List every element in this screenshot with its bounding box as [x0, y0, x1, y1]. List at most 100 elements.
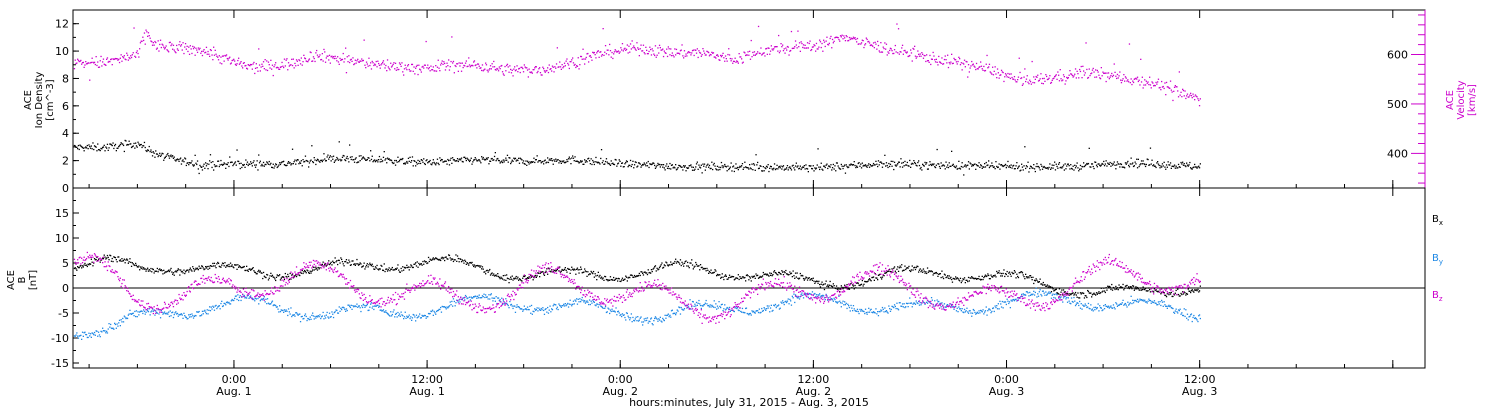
data-point	[147, 310, 149, 312]
data-point	[1077, 73, 1079, 75]
data-point	[1127, 160, 1129, 163]
data-point	[918, 55, 921, 57]
data-point	[456, 299, 458, 301]
data-point	[1198, 167, 1201, 169]
data-point	[445, 256, 447, 258]
data-point	[314, 266, 316, 269]
data-point	[830, 35, 832, 38]
data-point	[713, 162, 715, 165]
data-point	[752, 169, 754, 171]
data-point	[300, 316, 302, 318]
data-point	[1030, 166, 1032, 168]
data-point	[484, 271, 486, 273]
data-point	[254, 166, 257, 168]
data-point	[340, 307, 342, 309]
data-point	[813, 170, 815, 172]
data-point	[164, 271, 166, 273]
data-point	[477, 295, 479, 297]
data-point	[801, 292, 803, 294]
data-point	[416, 317, 418, 319]
data-point	[909, 297, 911, 299]
data-point	[1144, 301, 1147, 303]
data-point	[1085, 164, 1087, 166]
data-point	[179, 314, 181, 316]
data-point	[563, 65, 565, 68]
data-point	[307, 61, 309, 63]
data-point	[114, 322, 116, 324]
data-point	[477, 297, 480, 299]
data-point	[591, 302, 593, 304]
data-point	[1016, 162, 1018, 164]
data-point	[569, 299, 571, 301]
data-point	[1120, 163, 1123, 166]
data-point	[901, 305, 903, 307]
data-point	[759, 165, 761, 167]
data-point	[897, 52, 899, 54]
data-point	[1179, 166, 1181, 168]
data-point	[242, 164, 245, 167]
data-point	[196, 49, 198, 51]
data-point	[790, 167, 792, 169]
data-point	[688, 51, 690, 53]
data-point	[481, 158, 484, 160]
data-point	[1173, 90, 1175, 92]
data-point	[355, 305, 357, 308]
data-point	[77, 58, 79, 60]
data-point	[1107, 306, 1109, 308]
data-point	[540, 271, 542, 273]
data-point	[233, 299, 235, 302]
data-point	[1007, 300, 1009, 302]
data-point	[332, 158, 334, 160]
data-point	[717, 55, 719, 57]
data-point	[268, 303, 270, 305]
data-point	[665, 52, 667, 54]
data-point	[652, 50, 654, 52]
data-point	[1040, 73, 1042, 75]
data-point	[609, 312, 611, 315]
data-point	[177, 268, 179, 270]
data-point	[482, 268, 484, 270]
data-point	[469, 66, 471, 68]
data-point	[110, 260, 113, 262]
data-point	[699, 304, 702, 307]
data-point	[663, 167, 665, 169]
data-point	[188, 271, 190, 273]
data-point	[868, 42, 871, 44]
data-point	[528, 276, 530, 278]
data-point	[1148, 164, 1150, 166]
data-point	[431, 69, 433, 71]
data-point	[389, 159, 391, 161]
data-point	[924, 55, 926, 57]
data-point	[777, 50, 779, 52]
data-point	[897, 308, 899, 310]
data-point	[382, 310, 384, 312]
data-point	[622, 314, 624, 316]
data-point	[1037, 295, 1040, 297]
data-point	[91, 57, 93, 59]
data-point	[951, 53, 953, 55]
data-point	[756, 52, 758, 55]
data-point	[328, 317, 330, 319]
data-point	[1117, 77, 1119, 79]
data-point	[244, 269, 246, 272]
data-point	[433, 161, 435, 164]
data-point	[1110, 165, 1112, 167]
data-point	[481, 64, 484, 66]
data-point	[944, 55, 946, 57]
data-point	[365, 159, 368, 161]
data-point	[420, 159, 422, 161]
data-point	[865, 37, 867, 39]
data-point	[293, 314, 295, 316]
data-point	[789, 50, 791, 52]
data-point	[724, 55, 727, 57]
data-point	[816, 48, 818, 50]
data-point	[133, 315, 135, 317]
data-point	[711, 161, 713, 163]
data-point	[1049, 75, 1051, 77]
data-point	[1071, 74, 1073, 77]
data-point	[466, 262, 468, 264]
data-point	[149, 270, 151, 272]
data-point	[156, 153, 158, 155]
data-point	[453, 300, 455, 303]
data-point	[306, 319, 308, 322]
